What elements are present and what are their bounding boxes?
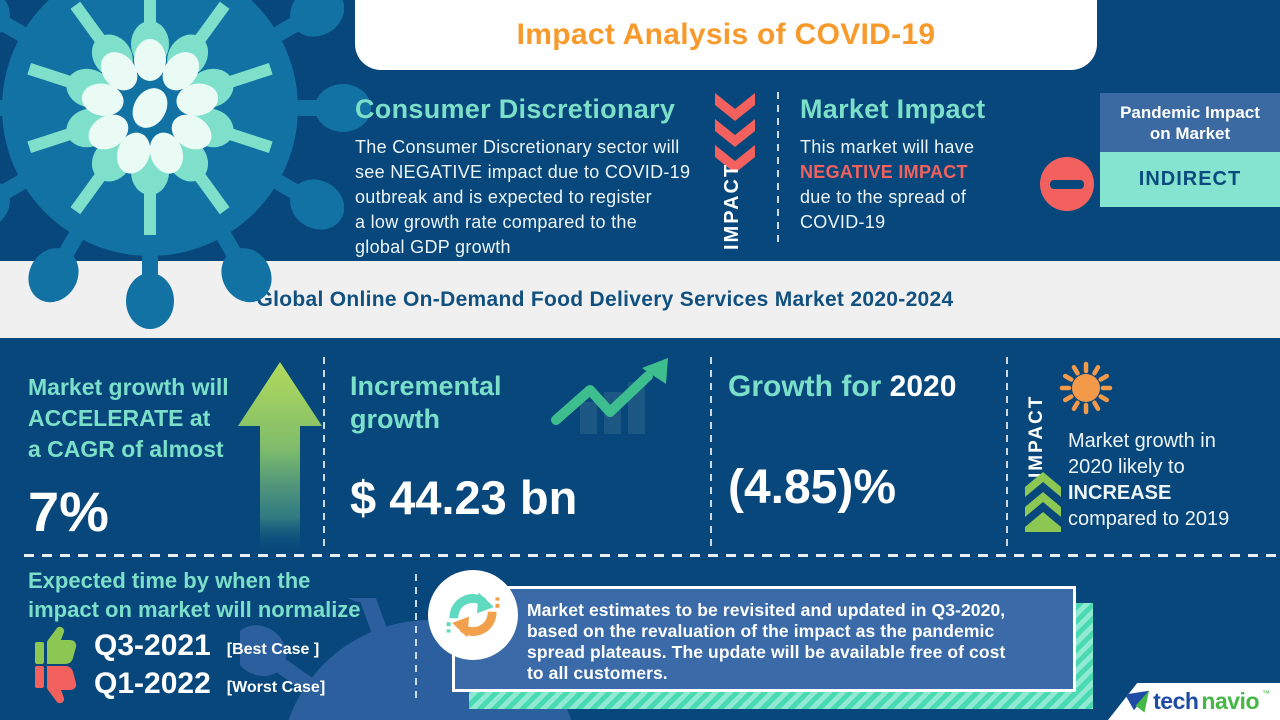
pandemic-impact-header: Pandemic Impact on Market	[1100, 93, 1280, 152]
stat-cagr-line: ACCELERATE at	[28, 405, 211, 431]
consumer-line: global GDP growth	[355, 237, 511, 257]
header-banner: Impact Analysis of COVID-19	[355, 0, 1097, 70]
bottom-section-divider	[415, 574, 417, 702]
stats-divider	[1006, 357, 1008, 547]
virus-icon	[1059, 361, 1113, 415]
no-entry-minus-bar	[1050, 180, 1084, 189]
note-line: based on the revaluation of the impact a…	[527, 621, 995, 641]
stat-cagr-line: Market growth will	[28, 374, 229, 400]
virus-illustration-icon	[0, 0, 371, 329]
market-impact-line: This market will have	[800, 137, 975, 157]
stat-growth-label: Growth for	[728, 370, 890, 403]
worst-case-value: Q1-2022	[94, 667, 211, 700]
logo-text-blue: tech	[1153, 688, 1199, 714]
dashed-separator	[24, 554, 1280, 557]
consumer-line: outbreak and is expected to register	[355, 187, 652, 207]
logo-text-green: navio	[1201, 688, 1259, 714]
stat-incremental-title-line: Incremental	[350, 371, 502, 401]
consumer-line: see NEGATIVE impact due to COVID-19	[355, 162, 691, 182]
pandemic-impact-value: INDIRECT	[1100, 152, 1280, 207]
normalize-title-line: impact on market will normalize	[28, 597, 361, 622]
impact-2020-line: compared to 2019	[1068, 508, 1230, 530]
consumer-line: The Consumer Discretionary sector will	[355, 137, 680, 157]
technavio-logo: tech navio ™	[1108, 683, 1280, 720]
growth-arrow-icon	[238, 362, 322, 556]
consumer-line: a low growth rate compared to the	[355, 212, 638, 232]
market-impact-section: Market Impact This market will have NEGA…	[800, 94, 985, 235]
stat-cagr-value: 7%	[28, 480, 109, 543]
market-title: Global Online On-Demand Food Delivery Se…	[256, 287, 954, 311]
stat-incremental-value: $ 44.23 bn	[350, 471, 578, 524]
normalize-title-line: Expected time by when the	[28, 568, 311, 593]
best-case-row: Q3-2021 [Best Case ]	[34, 626, 319, 666]
market-title-band: Global Online On-Demand Food Delivery Se…	[0, 261, 1280, 338]
chevrons-up-icon	[1025, 472, 1061, 532]
market-impact-title: Market Impact	[800, 94, 986, 124]
consumer-section: Consumer Discretionary The Consumer Disc…	[355, 94, 690, 260]
top-section-divider	[777, 92, 779, 244]
impact-2020-line: Market growth in	[1068, 430, 1216, 452]
market-impact-line: due to the spread of	[800, 187, 967, 207]
stat-incremental-title-line: growth	[350, 404, 440, 434]
stat-growth-value: (4.85)%	[728, 461, 897, 514]
pandemic-impact-header-line: on Market	[1149, 123, 1231, 143]
stat-incremental: Incremental growth $ 44.23 bn	[350, 370, 577, 525]
logo-trademark: ™	[1262, 689, 1270, 698]
stat-cagr: Market growth will ACCELERATE at a CAGR …	[28, 372, 229, 544]
worst-case-label: [Worst Case]	[226, 679, 326, 696]
stat-cagr-line: a CAGR of almost	[28, 436, 224, 462]
note-line: to all customers.	[527, 663, 668, 683]
worst-case-row: Q1-2022 [Worst Case]	[34, 664, 325, 704]
impact-vertical-label: IMPACT	[721, 162, 743, 250]
stat-impact-2020: Market growth in 2020 likely to INCREASE…	[1068, 428, 1229, 532]
negative-impact-highlight: NEGATIVE IMPACT	[800, 162, 968, 182]
stats-impact-vertical-label: IMPACT	[1026, 394, 1047, 478]
no-entry-icon	[1040, 157, 1094, 211]
best-case-label: [Best Case ]	[226, 641, 320, 658]
stat-growth-2020: Growth for 2020 (4.85)%	[728, 370, 956, 515]
consumer-section-title: Consumer Discretionary	[355, 94, 676, 124]
normalize-section-title: Expected time by when the impact on mark…	[28, 566, 361, 624]
note-box: Market estimates to be revisited and upd…	[452, 586, 1076, 692]
stats-divider	[710, 357, 712, 547]
thumbs-down-icon	[35, 666, 77, 704]
note-line: Market estimates to be revisited and upd…	[527, 600, 1006, 620]
best-case-value: Q3-2021	[94, 629, 211, 662]
technavio-logo-icon	[1125, 690, 1150, 712]
market-impact-line: COVID-19	[800, 212, 886, 232]
page-title: Impact Analysis of COVID-19	[516, 18, 936, 51]
pandemic-impact-header-line: Pandemic Impact	[1120, 102, 1260, 122]
refresh-icon	[428, 570, 518, 660]
note-line: spread plateaus. The update will be avai…	[527, 642, 1006, 662]
thumbs-up-icon	[35, 626, 77, 664]
impact-2020-increase: INCREASE	[1068, 482, 1172, 504]
trend-up-icon	[551, 358, 668, 434]
pandemic-impact-box: Pandemic Impact on Market INDIRECT	[1100, 93, 1280, 207]
stat-growth-year: 2020	[889, 370, 957, 403]
impact-down-chevrons-icon	[715, 93, 755, 173]
impact-2020-line: 2020 likely to	[1068, 456, 1185, 478]
stats-divider	[323, 357, 325, 547]
